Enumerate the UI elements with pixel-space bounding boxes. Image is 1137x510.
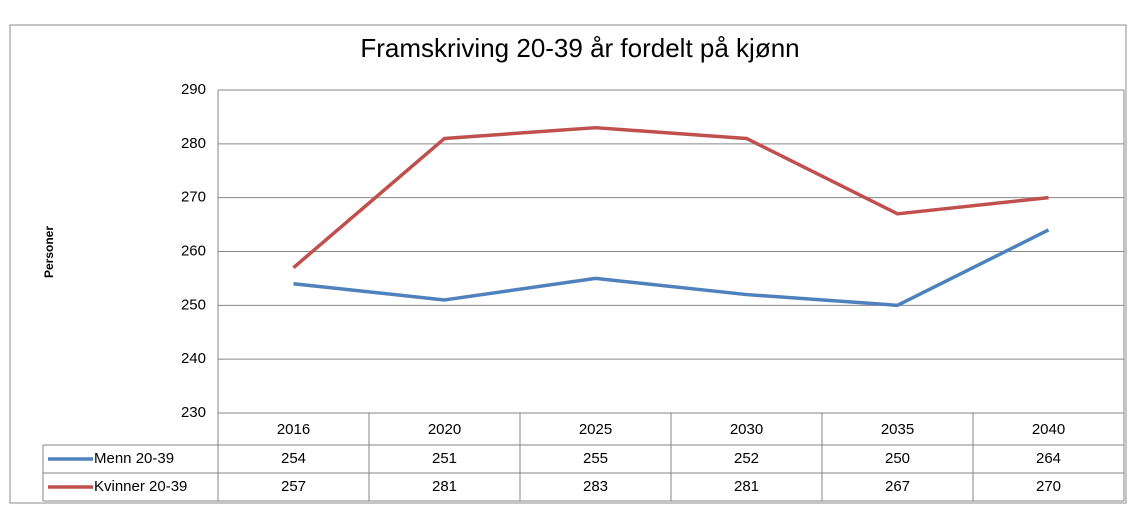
series-line [293,228,1050,308]
y-tick-label: 230 [181,404,206,421]
y-tick-label: 240 [181,350,206,367]
table-value: 251 [432,450,457,467]
x-tick-label: 2040 [1032,421,1065,438]
y-tick-label: 260 [181,242,206,259]
x-tick-label: 2016 [277,421,310,438]
table-value: 270 [1036,478,1061,495]
series-line [292,125,1049,269]
y-axis-title: Personer [42,226,56,278]
y-tick-label: 270 [181,189,206,206]
x-tick-label: 2035 [881,421,914,438]
legend-label: Menn 20-39 [94,450,174,467]
table-value: 254 [281,450,306,467]
x-tick-label: 2030 [730,421,763,438]
table-value: 255 [583,450,608,467]
y-tick-label: 290 [181,81,206,98]
table-value: 252 [734,450,759,467]
table-value: 257 [281,478,306,495]
table-value: 250 [885,450,910,467]
legend-label: Kvinner 20-39 [94,478,187,495]
table-value: 264 [1036,450,1061,467]
y-tick-label: 280 [181,135,206,152]
table-value: 283 [583,478,608,495]
y-tick-label: 250 [181,296,206,313]
table-value: 281 [734,478,759,495]
chart-title: Framskriving 20-39 år fordelt på kjønn [360,33,799,63]
x-tick-label: 2020 [428,421,461,438]
table-value: 281 [432,478,457,495]
chart-frame [9,24,1127,504]
x-tick-label: 2025 [579,421,612,438]
table-value: 267 [885,478,910,495]
